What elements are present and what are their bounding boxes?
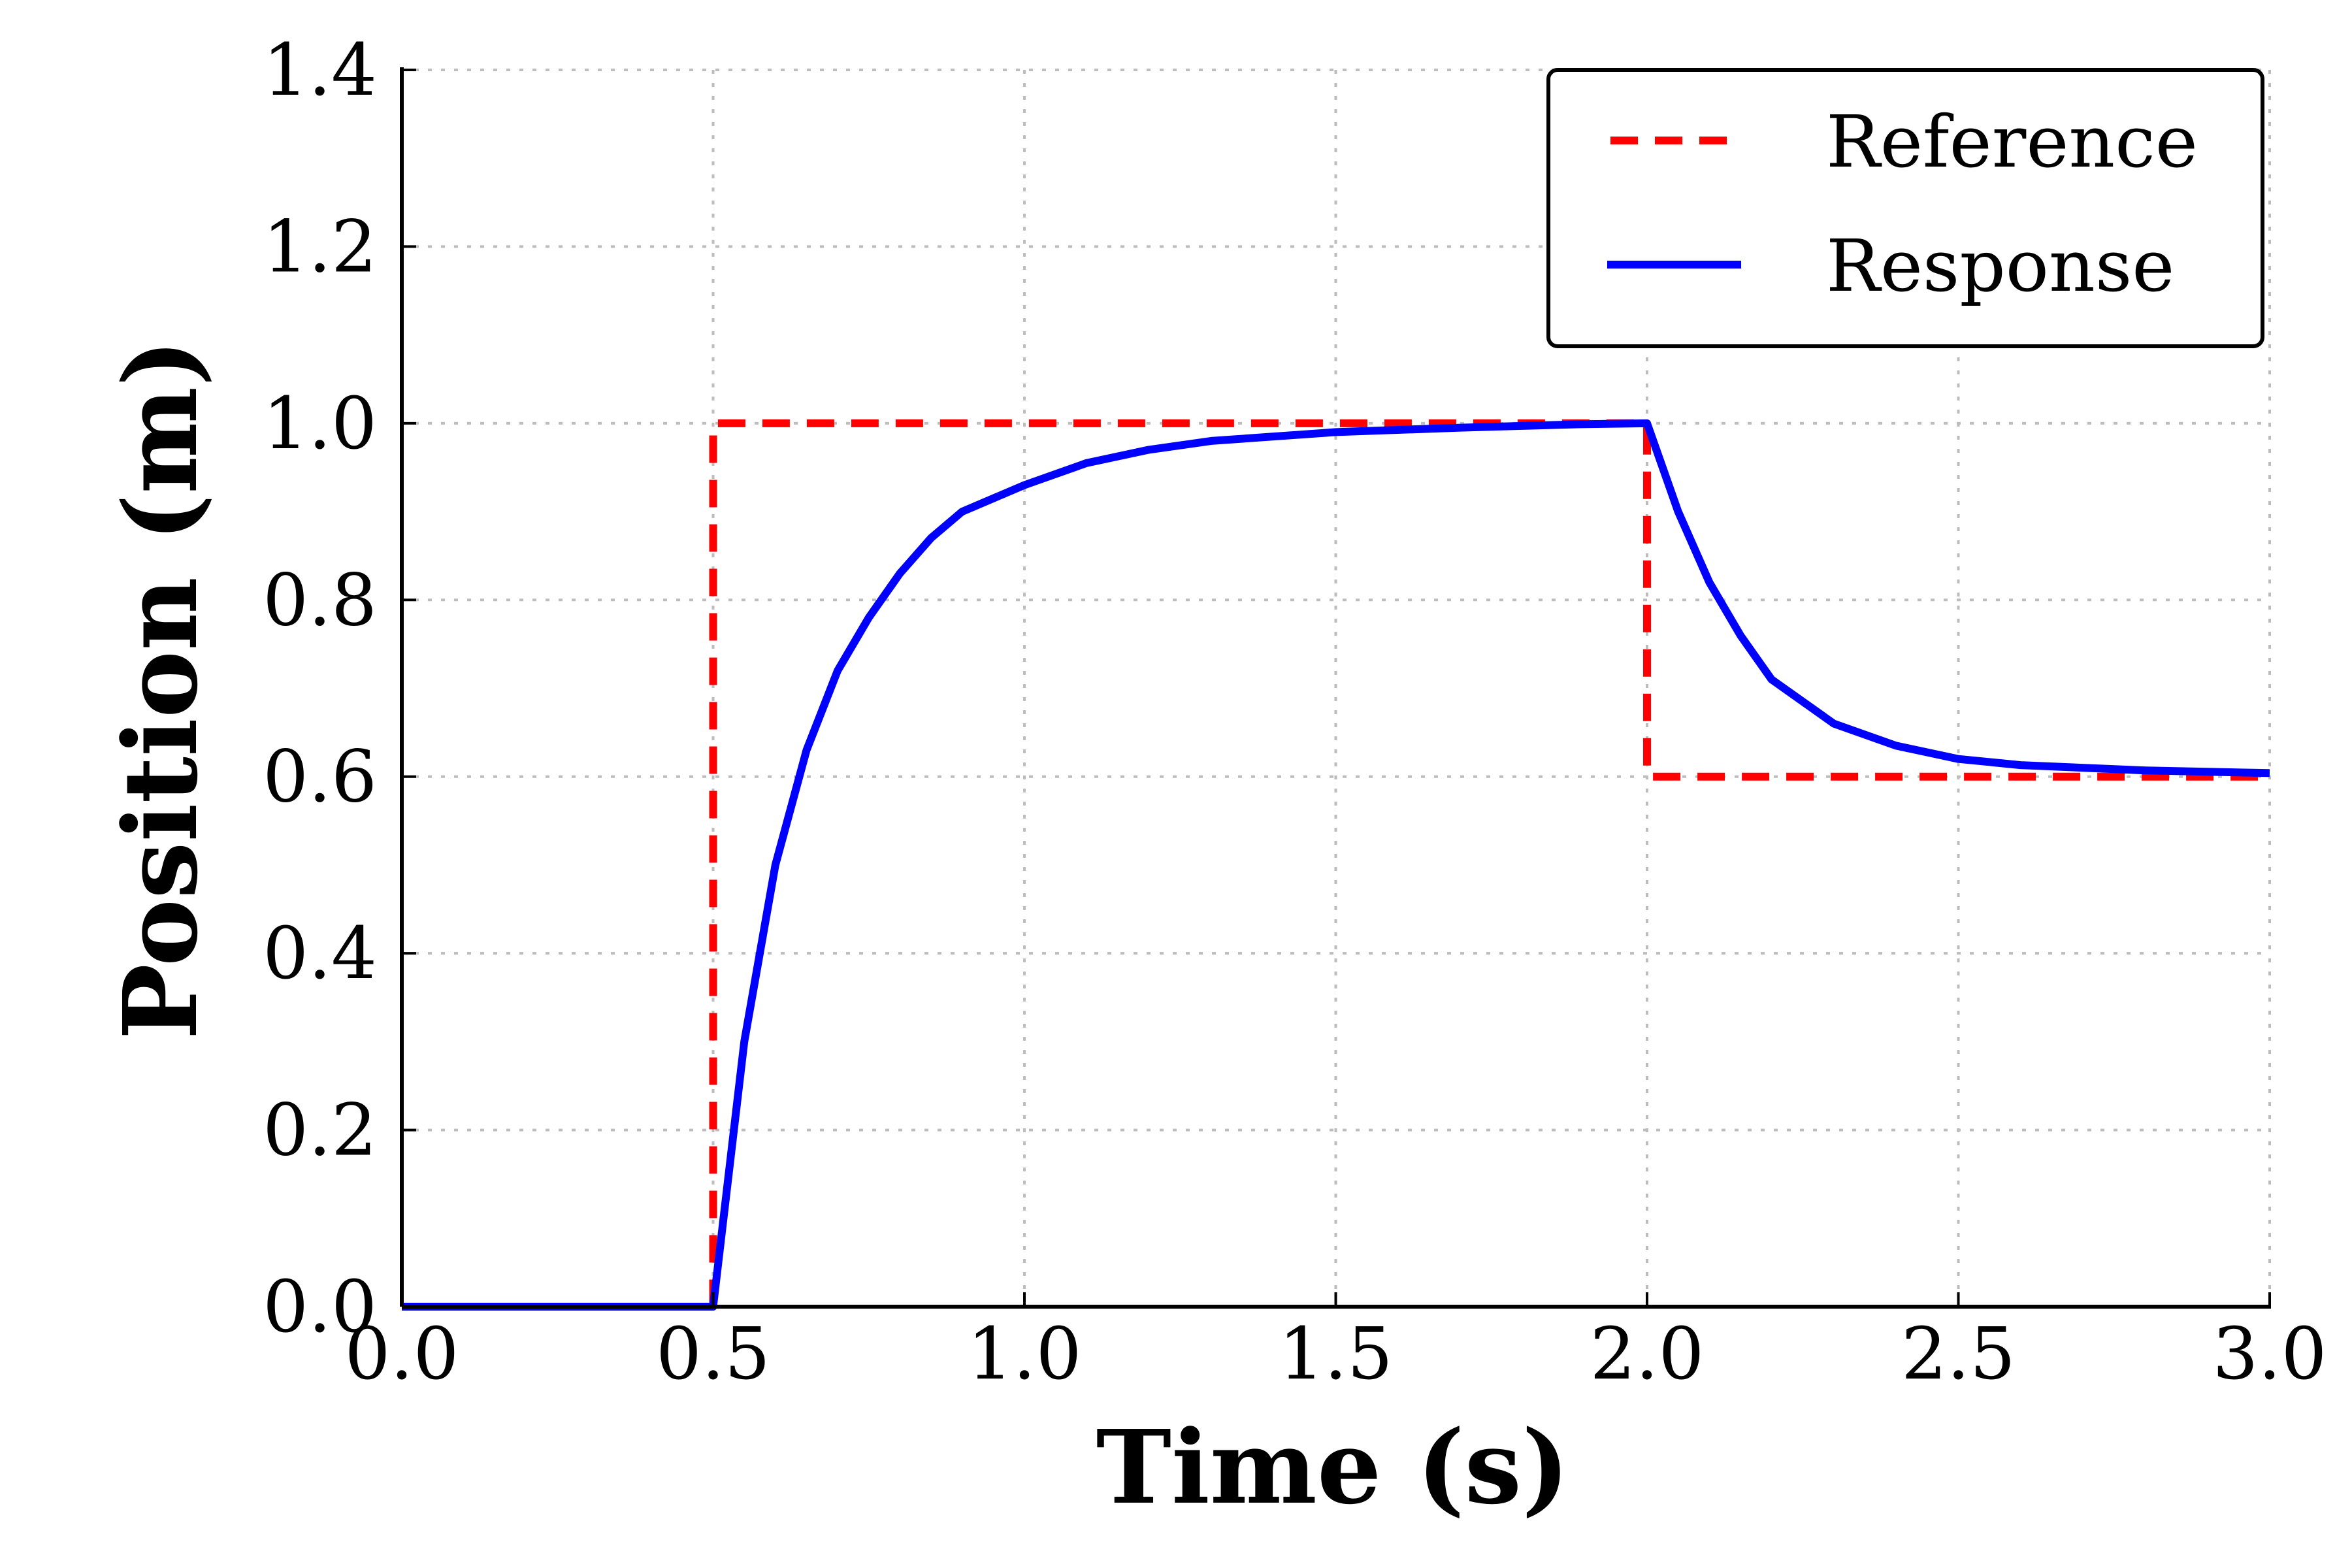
y-tick-label-1: 0.2: [263, 1088, 377, 1172]
x-tick-label-6: 3.0: [2213, 1312, 2327, 1396]
y-tick-label-7: 1.4: [263, 28, 377, 112]
y-axis-label: Position (m): [101, 338, 220, 1039]
x-axis-label: Time (s): [1096, 1407, 1570, 1527]
series-line-response: [402, 419, 2270, 1311]
y-tick-label-6: 1.2: [263, 204, 377, 288]
y-tick-label-0: 0.0: [263, 1265, 377, 1348]
y-tick-label-4: 0.8: [263, 558, 377, 642]
x-tick-label-3: 1.5: [1279, 1312, 1393, 1396]
legend: Reference Response: [1546, 68, 2264, 348]
y-tick-label-2: 0.4: [263, 911, 377, 995]
y-tick-label-5: 1.0: [263, 382, 377, 465]
tick-labels: 0.0 0.5 1.0 1.5 2.0 2.5 3.0 0.0 0.2 0.4 0.6 0.8 1.0 1…: [263, 28, 2327, 1396]
x-tick-label-1: 0.5: [656, 1312, 770, 1396]
x-tick-label-4: 2.0: [1590, 1312, 1705, 1396]
legend-label-response: Response: [1826, 224, 2174, 308]
series-line-reference: [402, 419, 2270, 1311]
series-layer: [402, 419, 2270, 1311]
y-tick-label-3: 0.6: [263, 735, 377, 819]
axes: [400, 67, 2271, 1309]
x-tick-label-0: 0.0: [345, 1312, 459, 1396]
legend-label-reference: Reference: [1826, 100, 2198, 184]
x-tick-label-2: 1.0: [968, 1312, 1082, 1396]
x-tick-label-5: 2.5: [1901, 1312, 2016, 1396]
legend-box: [1546, 68, 2264, 348]
